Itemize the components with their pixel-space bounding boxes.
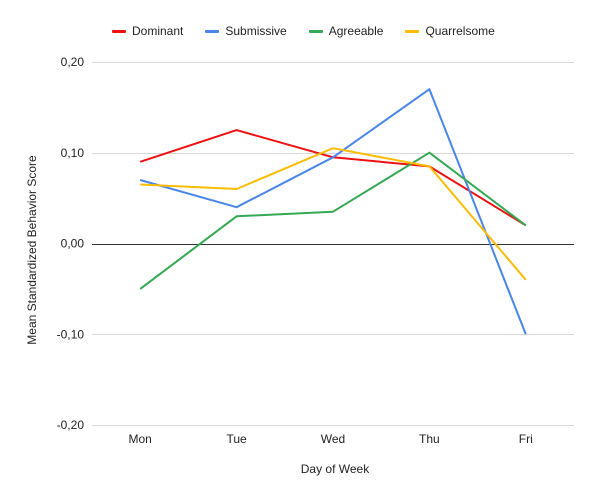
series-line-agreeable[interactable] (139, 151, 527, 290)
y-tick-label: -0,20 (57, 418, 85, 432)
legend-swatch-agreeable (308, 29, 323, 33)
legend-item-quarrelsome[interactable]: Quarrelsome (405, 24, 495, 38)
x-tick-label: Tue (226, 432, 247, 446)
x-tick-label: Wed (321, 432, 345, 446)
legend-label-quarrelsome: Quarrelsome (425, 24, 495, 38)
legend-label-agreeable: Agreeable (328, 24, 384, 38)
y-axis-label: Mean Standardized Behavior Score (25, 155, 39, 345)
legend-label-dominant: Dominant (132, 24, 184, 38)
y-tick-labels: 0,20 0,10 0,00 -0,10 -0,20 (57, 55, 85, 432)
gridlines (92, 62, 574, 426)
series-lines (139, 88, 527, 335)
x-axis-label: Day of Week (300, 462, 370, 476)
y-tick-label: 0,00 (61, 237, 85, 251)
legend-swatch-quarrelsome (405, 29, 420, 33)
y-tick-label: -0,10 (57, 327, 85, 341)
chart-legend: Dominant Submissive Agreeable Quarrelsom… (112, 24, 495, 38)
legend-item-submissive[interactable]: Submissive (205, 24, 287, 38)
legend-swatch-submissive (205, 29, 220, 33)
y-tick-label: 0,20 (61, 55, 85, 69)
x-tick-label: Fri (519, 432, 533, 446)
legend-label-submissive: Submissive (225, 24, 287, 38)
x-tick-labels: Mon Tue Wed Thu Fri (129, 432, 533, 446)
x-tick-label: Thu (419, 432, 440, 446)
legend-item-dominant[interactable]: Dominant (112, 24, 183, 38)
series-line-submissive[interactable] (139, 88, 527, 335)
series-line-quarrelsome[interactable] (140, 147, 527, 281)
legend-item-agreeable[interactable]: Agreeable (308, 24, 384, 38)
y-tick-label: 0,10 (61, 146, 85, 160)
legend-swatch-dominant (112, 29, 126, 33)
x-tick-label: Mon (129, 432, 152, 446)
